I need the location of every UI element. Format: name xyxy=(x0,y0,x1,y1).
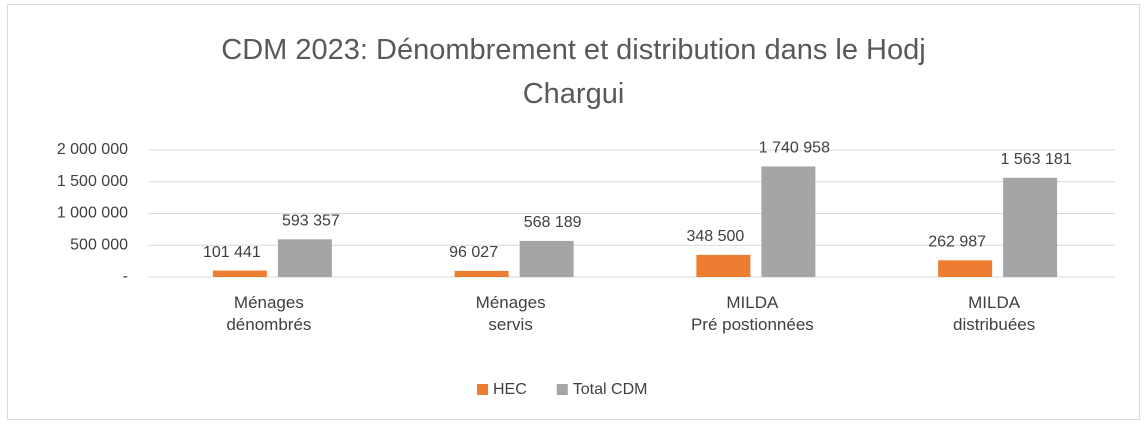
bar xyxy=(212,270,267,277)
y-tick-label: 500 000 xyxy=(70,236,128,253)
bar xyxy=(519,240,574,277)
bar xyxy=(938,260,993,277)
x-tick-label: MILDA distribuées xyxy=(953,293,1036,334)
x-tick-label: Ménages dénombrés xyxy=(226,293,312,334)
legend-label: Total CDM xyxy=(573,381,648,398)
bar xyxy=(761,166,816,277)
chart-border xyxy=(7,4,1140,420)
legend-swatch xyxy=(477,384,488,395)
y-tick-label: 1 500 000 xyxy=(57,173,128,190)
bar xyxy=(696,254,751,277)
data-label: 96 027 xyxy=(449,244,498,261)
y-tick-label: - xyxy=(123,268,128,285)
y-tick-label: 2 000 000 xyxy=(57,141,128,158)
legend-swatch xyxy=(556,384,568,395)
data-label: 262 987 xyxy=(928,234,986,251)
data-label: 348 500 xyxy=(686,228,744,245)
bar xyxy=(1003,177,1058,277)
data-label: 1 740 958 xyxy=(759,140,830,157)
data-label: 1 563 181 xyxy=(1001,151,1072,168)
data-label: 568 189 xyxy=(524,214,582,231)
x-tick-label: MILDA Pré postionnées xyxy=(690,293,814,334)
y-tick-label: 1 000 000 xyxy=(57,205,128,222)
data-label: 101 441 xyxy=(203,244,261,261)
x-tick-label: Ménages servis xyxy=(475,293,546,334)
legend-label: HEC xyxy=(493,381,527,398)
data-label: 593 357 xyxy=(282,213,340,230)
bar xyxy=(277,239,332,277)
chart-title: CDM 2023: Dénombrement et distribution d… xyxy=(221,34,926,110)
bar xyxy=(454,270,509,277)
